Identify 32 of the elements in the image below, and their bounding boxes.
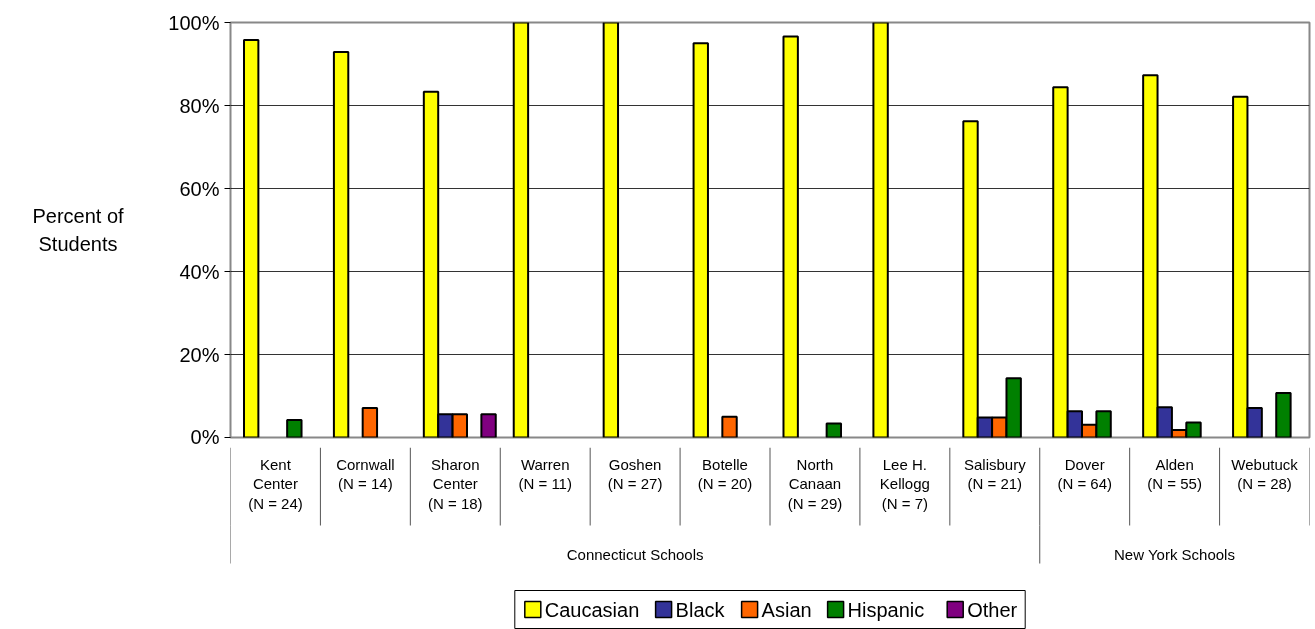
x-tick-label: Warren (N = 11) <box>518 455 572 493</box>
legend-label: Other <box>967 598 1018 621</box>
legend-label: Hispanic <box>847 598 925 621</box>
x-tick-label: Dover (N = 64) <box>1057 455 1113 493</box>
y-tick-label: 100% <box>168 11 220 34</box>
y-tick-label: 20% <box>179 343 220 366</box>
x-tick-label: Sharon Center (N = 18) <box>427 455 483 512</box>
x-tick-label: North Canaan (N = 29) <box>787 455 843 512</box>
x-tick-label: Goshen (N = 27) <box>607 455 663 493</box>
x-tick-label: Salisbury (N = 21) <box>963 455 1027 493</box>
text: New York Schools <box>1114 545 1235 563</box>
bar <box>361 407 379 438</box>
x-tick-label: Alden (N = 55) <box>1147 455 1202 493</box>
text: Connecticut Schools <box>566 545 704 563</box>
x-tick-label: Cornwall (N = 14) <box>336 455 395 493</box>
x-tick-label: Webutuck (N = 28) <box>1231 455 1299 493</box>
x-tick-label: Lee H. Kellogg (N = 7) <box>879 455 930 512</box>
y-tick-label: 80% <box>179 94 220 117</box>
bar <box>825 422 843 438</box>
y-axis-title: Percent of Students <box>32 204 125 256</box>
x-tick-label: Kent Center (N = 24) <box>248 455 303 512</box>
bar <box>721 415 738 438</box>
y-tick-label: 40% <box>179 260 220 283</box>
legend-label: Asian <box>761 598 812 621</box>
bar <box>1275 392 1292 438</box>
bar <box>480 413 497 438</box>
bar <box>286 419 303 438</box>
x-tick-label: Botelle (N = 20) <box>697 455 753 493</box>
y-tick-label: 60% <box>179 177 220 200</box>
y-tick-label: 0% <box>190 425 220 448</box>
legend-label: Caucasian <box>544 598 640 621</box>
legend-label: Black <box>675 598 726 621</box>
